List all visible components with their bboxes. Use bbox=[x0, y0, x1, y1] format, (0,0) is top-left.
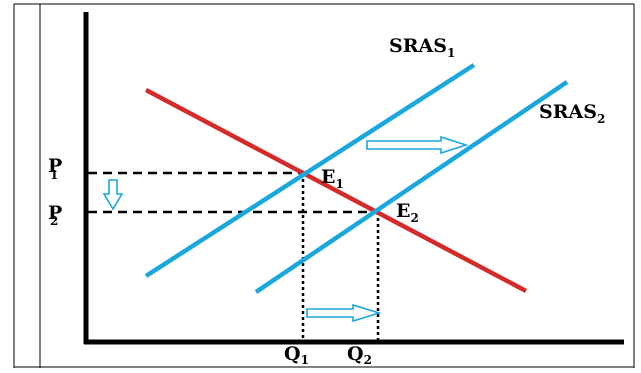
sras2-label: SRAS2 bbox=[539, 101, 605, 126]
q2-label: Q2 bbox=[347, 343, 372, 367]
p1-label: P1 bbox=[48, 155, 62, 182]
p2-label: P2 bbox=[48, 202, 62, 228]
sras1-label: SRAS1 bbox=[389, 35, 455, 60]
e2-label: E2 bbox=[396, 200, 419, 225]
e1-label: E1 bbox=[321, 166, 344, 191]
sras1-curve bbox=[144, 63, 476, 278]
sras2-curve bbox=[254, 80, 569, 294]
supply-shift-arrow bbox=[366, 135, 469, 155]
price-decrease-arrow bbox=[102, 179, 124, 211]
demand-curve bbox=[144, 88, 528, 293]
q1-label: Q1 bbox=[284, 343, 309, 367]
quantity-increase-arrow bbox=[306, 303, 382, 323]
